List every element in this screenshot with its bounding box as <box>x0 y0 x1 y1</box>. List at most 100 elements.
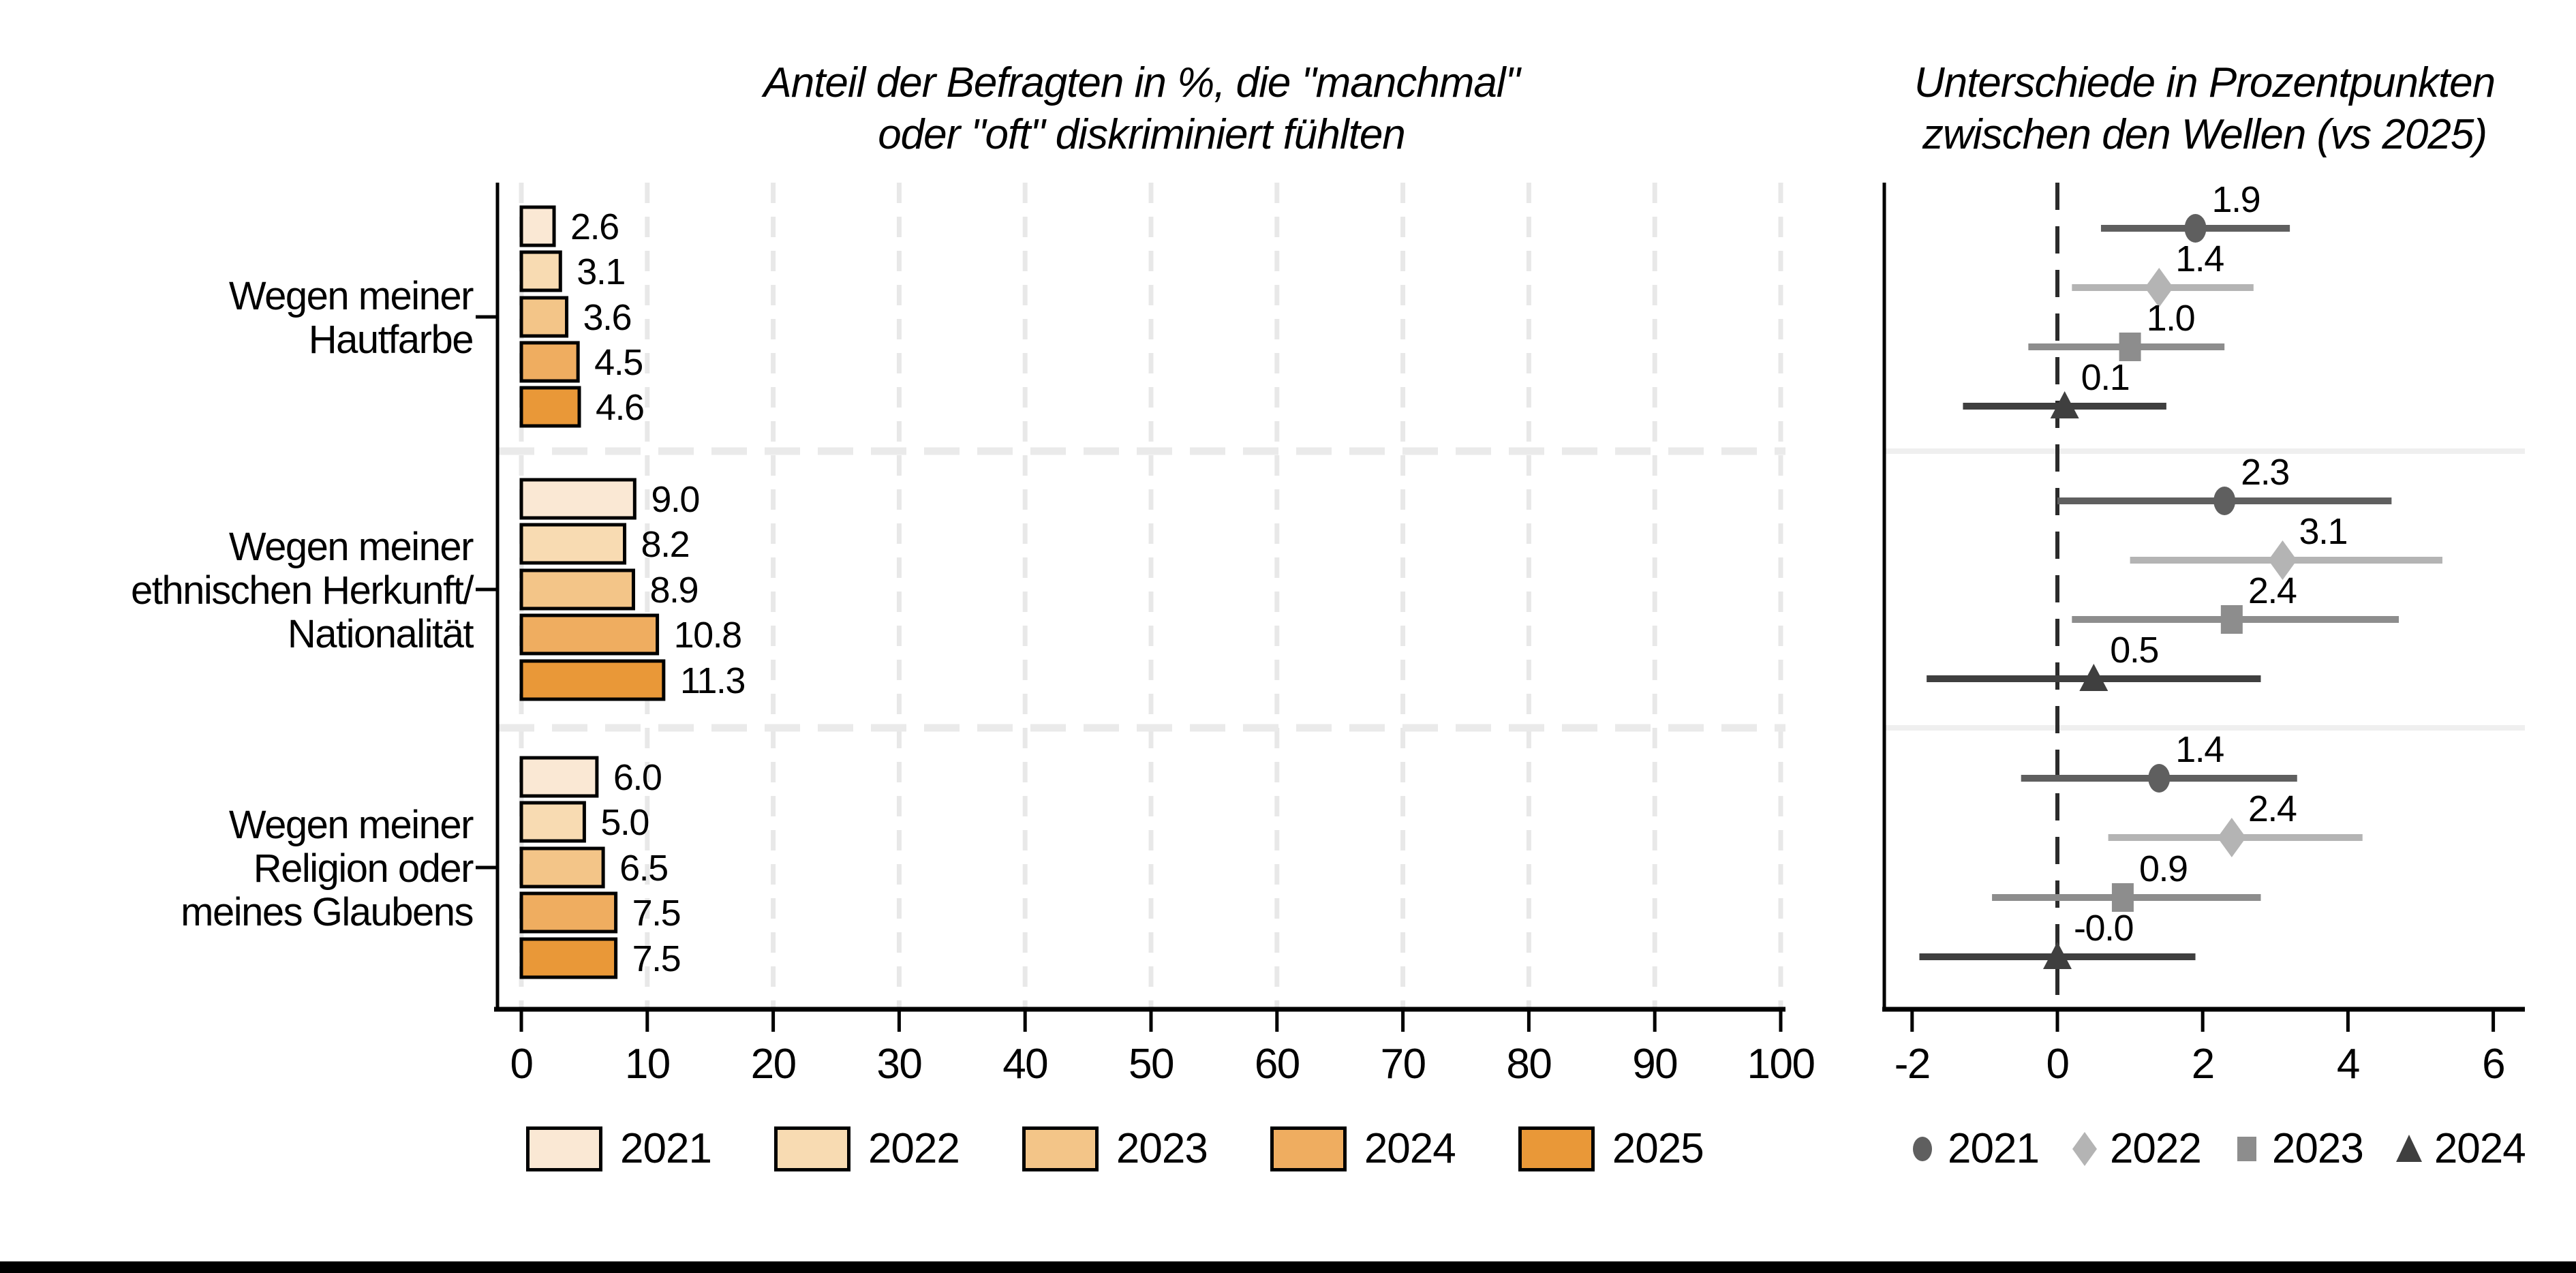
legend-item-2023: 2023 <box>1022 1124 1208 1173</box>
bar <box>519 937 618 979</box>
bar-panel-title-line2: oder "oft" diskriminiert fühlten <box>878 111 1406 158</box>
bar <box>519 756 599 798</box>
diff-value-label: -0.0 <box>2074 908 2133 949</box>
circle-marker-shape <box>1913 1136 1932 1161</box>
legend-swatch-2024 <box>1270 1126 1347 1171</box>
diff-value-label: 2.4 <box>2248 788 2297 829</box>
bar <box>519 341 580 383</box>
bar <box>519 613 660 656</box>
x-tick-label: 100 <box>1747 1041 1815 1088</box>
marker-legend-item-2022: 2022 <box>2069 1124 2202 1173</box>
marker-legend-label-2021: 2021 <box>1948 1125 2040 1172</box>
legend-item-2025: 2025 <box>1518 1124 1704 1173</box>
bar-value-label: 6.0 <box>613 757 662 798</box>
marker-legend-item-2024: 2024 <box>2393 1124 2526 1173</box>
diff-value-label: 1.4 <box>2175 239 2224 279</box>
bar-value-label: 6.5 <box>619 848 668 889</box>
legend-label-2023: 2023 <box>1116 1125 1208 1172</box>
x-tick-label: 40 <box>1002 1041 1047 1088</box>
diff-value-label: 1.9 <box>2212 179 2260 220</box>
x-tick-label: -2 <box>1895 1041 1930 1088</box>
x-tick-label: 10 <box>625 1041 670 1088</box>
legend-label-2024: 2024 <box>1364 1125 1456 1172</box>
triangle-marker-icon <box>2393 1131 2425 1167</box>
marker-legend-label-2024: 2024 <box>2434 1125 2526 1172</box>
bar <box>519 250 562 292</box>
bar <box>519 801 586 843</box>
x-tick-label: 4 <box>2337 1041 2359 1088</box>
marker-circle <box>2148 764 2171 793</box>
diff-value-label: 2.3 <box>2241 452 2289 493</box>
bar-value-label: 3.6 <box>583 297 632 338</box>
marker-diamond <box>2145 268 2174 307</box>
legend-label-2022: 2022 <box>868 1125 960 1172</box>
marker-triangle <box>2079 664 2109 691</box>
bar <box>519 478 637 520</box>
category-label: Wegen meiner <box>229 274 474 318</box>
x-tick-label: 90 <box>1632 1041 1677 1088</box>
square-marker-icon <box>2231 1131 2263 1167</box>
legend-swatch-2025 <box>1518 1126 1595 1171</box>
x-tick-label: 50 <box>1129 1041 1174 1088</box>
bar-panel-title-line1: Anteil der Befragten in %, die "manchmal… <box>763 59 1520 106</box>
legend-item-2022: 2022 <box>773 1124 960 1173</box>
diff-value-label: 0.5 <box>2110 630 2158 671</box>
x-tick-label: 6 <box>2482 1041 2504 1088</box>
marker-circle <box>2213 487 2236 515</box>
legend-label-2021: 2021 <box>620 1125 712 1172</box>
bar-value-label: 7.5 <box>632 938 681 979</box>
diff-value-label: 0.1 <box>2081 357 2130 398</box>
triangle-marker-shape <box>2395 1134 2422 1162</box>
category-label: Nationalität <box>288 612 474 656</box>
bar-value-label: 10.8 <box>674 615 741 656</box>
diamond-marker-shape <box>2072 1131 2097 1166</box>
marker-legend-item-2021: 2021 <box>1907 1124 2040 1173</box>
bar <box>519 846 605 889</box>
marker-square <box>2119 333 2141 361</box>
marker-triangle <box>2050 391 2079 418</box>
square-marker-shape <box>2237 1136 2256 1161</box>
marker-legend-item-2023: 2023 <box>2231 1124 2364 1173</box>
legend-swatch-2022 <box>773 1126 850 1171</box>
legend-swatch-2021 <box>526 1126 602 1171</box>
footer-rule <box>0 1261 2576 1273</box>
marker-legend-label-2023: 2023 <box>2271 1125 2364 1172</box>
bar-value-label: 9.0 <box>651 479 699 520</box>
category-label: Wegen meiner <box>229 803 474 847</box>
bar-value-label: 4.6 <box>596 387 644 428</box>
bar-value-label: 4.5 <box>594 342 643 383</box>
legend-item-2021: 2021 <box>526 1124 712 1173</box>
marker-square <box>2111 883 2134 912</box>
bar <box>519 205 556 247</box>
x-tick-label: 20 <box>751 1041 796 1088</box>
bar <box>519 386 581 428</box>
x-tick-label: 2 <box>2192 1041 2214 1088</box>
bar <box>519 523 627 565</box>
marker-year-legend: 2021 2022 2023 2024 <box>1907 1124 2556 1173</box>
bar <box>519 568 635 611</box>
diff-value-label: 1.4 <box>2175 729 2224 770</box>
diff-value-label: 1.0 <box>2147 298 2195 339</box>
bar-value-label: 11.3 <box>680 660 745 701</box>
legend-label-2025: 2025 <box>1612 1125 1704 1172</box>
x-tick-label: 0 <box>2046 1041 2069 1088</box>
bar <box>519 296 569 338</box>
diff-value-label: 2.4 <box>2248 570 2297 611</box>
diff-panel-title: Unterschiede in Prozentpunkten zwischen … <box>1867 57 2542 161</box>
diamond-marker-icon <box>2069 1131 2100 1167</box>
diff-value-label: 0.9 <box>2139 848 2188 889</box>
bar-value-label: 7.5 <box>632 893 681 934</box>
diff-value-label: 3.1 <box>2299 511 2347 552</box>
category-label: Wegen meiner <box>229 525 474 569</box>
marker-legend-label-2022: 2022 <box>2109 1125 2202 1172</box>
category-label: ethnischen Herkunft/ <box>131 568 474 613</box>
diamond-glyph <box>2072 1131 2097 1166</box>
legend-swatch-2023 <box>1022 1126 1099 1171</box>
circle-marker-icon <box>1907 1131 1938 1167</box>
category-label: meines Glaubens <box>181 890 473 934</box>
x-tick-label: 70 <box>1381 1041 1426 1088</box>
diff-panel-title-line1: Unterschiede in Prozentpunkten <box>1914 59 2496 106</box>
bar-value-label: 2.6 <box>570 206 619 247</box>
x-tick-label: 80 <box>1506 1041 1551 1088</box>
